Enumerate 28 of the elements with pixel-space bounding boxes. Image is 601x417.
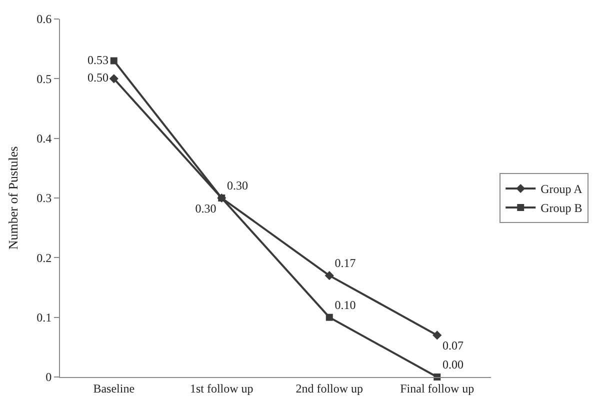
point [326,314,333,321]
x-tick-label: Final follow up [400,381,474,396]
y-tick-label: 0.3 [36,191,52,206]
y-axis-title: Number of Pustules [6,146,21,250]
point [110,57,118,64]
data-label: 0.53 [88,52,109,67]
x-tick-label: Baseline [93,381,135,396]
y-tick-label: 0 [46,370,52,384]
legend-label: Group B [540,201,582,216]
data-label: 0.17 [334,256,356,270]
x-tick-label: 1st follow up [190,381,254,396]
data-label: 0.07 [442,338,464,353]
point [109,74,118,84]
y-tick-label: 0.1 [36,310,52,325]
data-label: 0.30 [195,201,216,216]
y-tick-label: 0.2 [36,250,52,265]
point [432,330,442,340]
legend-label: Group A [540,182,583,196]
data-label: 0.50 [88,70,109,85]
y-tick-label: 0.6 [36,12,52,26]
y-tick-label: 0.5 [36,72,52,86]
data-label: 0.30 [227,178,248,193]
data-label: 0.00 [442,358,464,372]
point [324,271,334,280]
x-tick-label: 2nd follow up [296,381,364,396]
data-label: 0.10 [334,298,356,312]
point [218,194,226,202]
y-tick-label: 0.4 [36,132,52,146]
